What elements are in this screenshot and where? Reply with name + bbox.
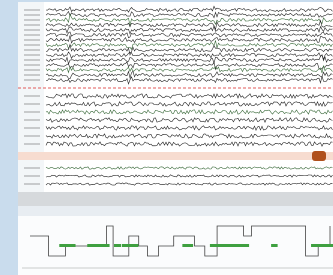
hypnogram-segment [271, 244, 278, 247]
hypnogram-segment [87, 244, 109, 247]
signal-panel [18, 2, 333, 192]
channel-label-column [18, 2, 44, 192]
hypnogram-panel [18, 206, 333, 275]
hypnogram-segment [122, 244, 139, 247]
hypnogram-segment [229, 244, 249, 247]
hypnogram-segment [311, 244, 330, 247]
event-band [18, 152, 333, 160]
hypnogram-toolbar [18, 206, 333, 216]
page: {} (() => { const svg = document.getElem… [0, 0, 333, 275]
event-marker [312, 151, 326, 161]
hypnogram-segment [182, 244, 193, 247]
status-bar [18, 192, 333, 206]
hypnogram-segment [114, 244, 121, 247]
hypnogram-segment [59, 244, 75, 247]
screenshot [0, 0, 333, 275]
